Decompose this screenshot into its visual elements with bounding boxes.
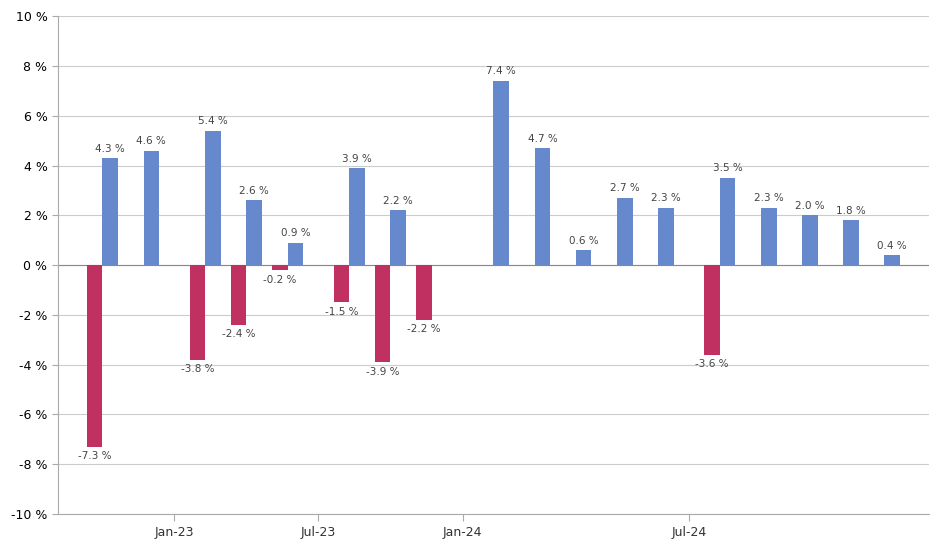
Text: -1.5 %: -1.5 % <box>324 307 358 317</box>
Text: 4.7 %: 4.7 % <box>527 134 557 144</box>
Text: 3.5 %: 3.5 % <box>713 163 743 173</box>
Bar <box>334 265 350 302</box>
Bar <box>144 151 159 265</box>
Text: -3.9 %: -3.9 % <box>366 367 400 377</box>
Bar <box>658 208 674 265</box>
Text: 0.9 %: 0.9 % <box>281 228 310 238</box>
Text: 0.4 %: 0.4 % <box>877 241 907 251</box>
Bar <box>246 200 262 265</box>
Bar <box>720 178 735 265</box>
Bar <box>843 221 859 265</box>
Text: 2.6 %: 2.6 % <box>240 186 269 196</box>
Text: 2.2 %: 2.2 % <box>384 196 414 206</box>
Text: -3.8 %: -3.8 % <box>180 364 214 374</box>
Text: -2.2 %: -2.2 % <box>407 324 441 334</box>
Bar <box>272 265 288 270</box>
Bar <box>885 255 901 265</box>
Bar <box>416 265 431 320</box>
Text: -0.2 %: -0.2 % <box>263 274 296 284</box>
Bar <box>86 265 102 447</box>
Bar <box>231 265 246 325</box>
Text: 2.0 %: 2.0 % <box>795 201 824 211</box>
Text: 5.4 %: 5.4 % <box>198 116 228 126</box>
Text: -2.4 %: -2.4 % <box>222 329 256 339</box>
Bar <box>494 81 509 265</box>
Bar <box>617 198 633 265</box>
Bar <box>390 210 406 265</box>
Text: 2.7 %: 2.7 % <box>610 183 639 194</box>
Text: 0.6 %: 0.6 % <box>569 236 599 246</box>
Text: -7.3 %: -7.3 % <box>78 452 111 461</box>
Text: -3.6 %: -3.6 % <box>696 359 728 369</box>
Bar <box>575 250 591 265</box>
Bar <box>535 148 550 265</box>
Text: 7.4 %: 7.4 % <box>486 67 516 76</box>
Text: 4.6 %: 4.6 % <box>136 136 166 146</box>
Text: 4.3 %: 4.3 % <box>95 144 125 153</box>
Bar <box>350 168 365 265</box>
Bar <box>704 265 720 355</box>
Bar <box>761 208 776 265</box>
Bar <box>205 131 221 265</box>
Text: 2.3 %: 2.3 % <box>754 194 784 204</box>
Bar <box>375 265 390 362</box>
Text: 3.9 %: 3.9 % <box>342 153 372 163</box>
Bar <box>802 215 818 265</box>
Bar <box>288 243 304 265</box>
Text: 2.3 %: 2.3 % <box>651 194 681 204</box>
Bar <box>190 265 205 360</box>
Text: 1.8 %: 1.8 % <box>837 206 866 216</box>
Bar <box>102 158 118 265</box>
